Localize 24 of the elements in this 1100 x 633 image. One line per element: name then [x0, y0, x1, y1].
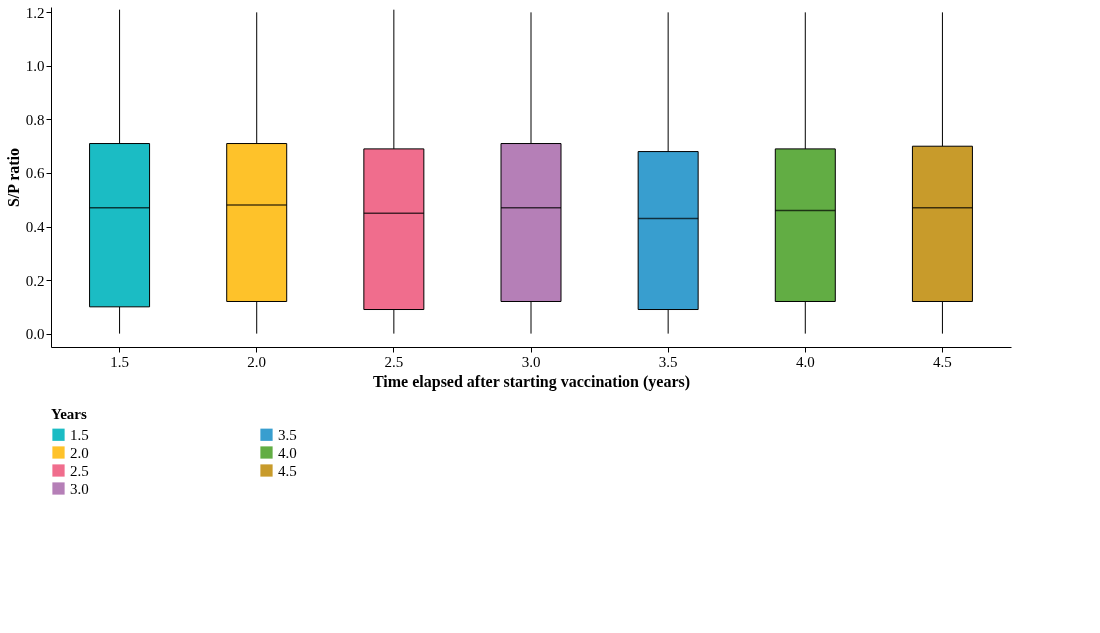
x-tick-label: 3.0 [521, 353, 541, 370]
y-tick-label: 0.4 [25, 219, 45, 236]
y-tick-label: 1.0 [25, 58, 45, 75]
legend-title: Years [51, 406, 87, 422]
x-axis-title: Time elapsed after starting vaccination (years) [372, 372, 691, 391]
legend-label: 4.5 [278, 462, 297, 479]
x-tick-label: 2.5 [384, 353, 404, 370]
y-tick-label: 1.2 [25, 4, 45, 21]
legend-label: 2.0 [70, 444, 89, 461]
legend-label: 3.0 [70, 480, 89, 497]
legend-label: 3.5 [278, 426, 297, 443]
y-tick-label: 0.0 [25, 326, 45, 343]
legend-label: 1.5 [70, 426, 89, 443]
legend-label: 2.5 [70, 462, 89, 479]
legend-label: 4.0 [278, 444, 297, 461]
x-tick-label: 2.0 [247, 353, 267, 370]
y-tick-label: 0.8 [25, 111, 45, 128]
y-tick-label: 0.2 [25, 272, 45, 289]
y-axis-title: S/P ratio [4, 147, 22, 208]
x-tick-label: 4.5 [933, 353, 952, 370]
x-tick-label: 4.0 [795, 353, 815, 370]
x-tick-label: 1.5 [110, 353, 129, 370]
y-tick-label: 0.6 [25, 165, 45, 182]
x-tick-label: 3.5 [658, 353, 678, 370]
